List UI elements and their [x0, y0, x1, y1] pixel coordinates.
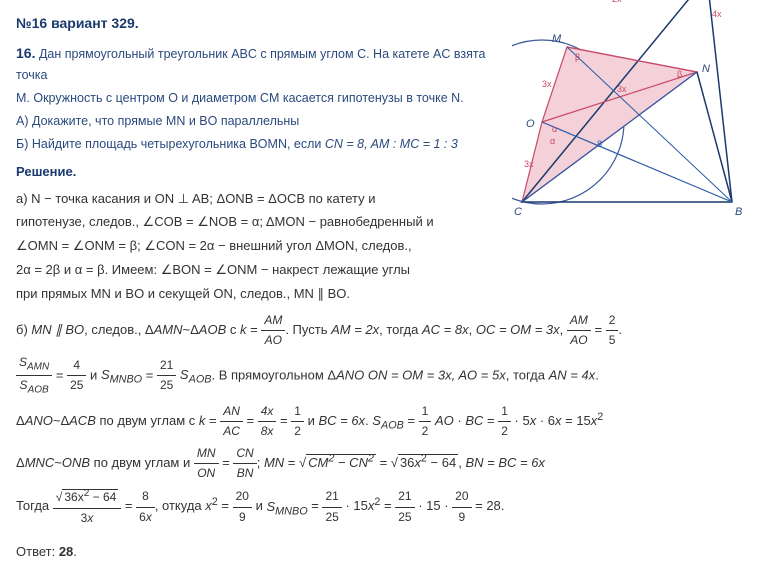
- answer: Ответ: 28.: [16, 542, 752, 563]
- svg-text:β: β: [677, 69, 682, 79]
- solution-part-a: а) N − точка касания и ON ⊥ AB; ΔONB = Δ…: [16, 189, 496, 305]
- line-a1: а) N − точка касания и ON ⊥ AB; ΔONB = Δ…: [16, 189, 496, 210]
- line-b4: ΔMNC~ONB по двум углам и MNON = CNBN; MN…: [16, 444, 752, 483]
- problem-block: 16. Дан прямоугольный треугольник ABC с …: [16, 42, 496, 153]
- part-b-prefix: Б) Найдите площадь четырехугольника BOMN…: [16, 137, 325, 151]
- problem-text-1: Дан прямоугольный треугольник ABC с прям…: [16, 47, 485, 81]
- svg-text:M: M: [552, 33, 562, 45]
- line-a5: при прямых MN и BO и секущей ON, следов.…: [16, 284, 496, 305]
- answer-value: 28: [59, 544, 73, 559]
- svg-text:8: 8: [597, 139, 602, 149]
- svg-text:3x: 3x: [542, 79, 552, 89]
- svg-text:C: C: [514, 206, 522, 218]
- svg-text:3x: 3x: [524, 159, 534, 169]
- problem-number: 16.: [16, 45, 35, 61]
- svg-text:β: β: [575, 52, 580, 62]
- line-b3: ΔANO~ΔACB по двум углам с k = ANAC = 4x8…: [16, 402, 752, 441]
- solution-part-b: б) MN ∥ BO, следов., ΔAMN~ΔAOB с k = AMA…: [16, 311, 752, 528]
- line-a3: ∠OMN = ∠ONM = β; ∠CON = 2α − внешний уго…: [16, 236, 496, 257]
- line-a4: 2α = 2β и α = β. Имеем: ∠BON = ∠ONM − на…: [16, 260, 496, 281]
- svg-text:4x: 4x: [712, 9, 722, 19]
- line-b1: б) MN ∥ BO, следов., ΔAMN~ΔAOB с k = AMA…: [16, 311, 752, 350]
- problem-text-2: M. Окружность с центром O и диаметром CM…: [16, 88, 496, 108]
- line-b5: Тогда √36x2 − 643x = 86x, откуда x2 = 20…: [16, 486, 752, 527]
- svg-text:2x: 2x: [612, 0, 622, 4]
- content: 16. Дан прямоугольный треугольник ABC с …: [16, 42, 752, 562]
- svg-text:α: α: [550, 136, 555, 146]
- svg-text:α: α: [552, 124, 557, 134]
- svg-text:N: N: [702, 63, 710, 75]
- part-b-formula: CN = 8, AM : MC = 1 : 3: [325, 137, 458, 151]
- line-a2: гипотенузе, следов., ∠COB = ∠NOB = α; ΔM…: [16, 212, 496, 233]
- svg-text:O: O: [526, 118, 535, 130]
- svg-text:3x: 3x: [617, 84, 627, 94]
- answer-label: Ответ:: [16, 544, 55, 559]
- problem-part-b: Б) Найдите площадь четырехугольника BOMN…: [16, 134, 496, 154]
- line-b2: SAMNSAOB = 425 и SMNBO = 2125 SAOB. В пр…: [16, 353, 752, 399]
- svg-text:B: B: [735, 206, 742, 218]
- problem-part-a: А) Докажите, что прямые MN и BO параллел…: [16, 111, 496, 131]
- geometry-diagram: A M N O C B 2x 4x 3x 3x 3x 8 β β α α: [512, 0, 752, 232]
